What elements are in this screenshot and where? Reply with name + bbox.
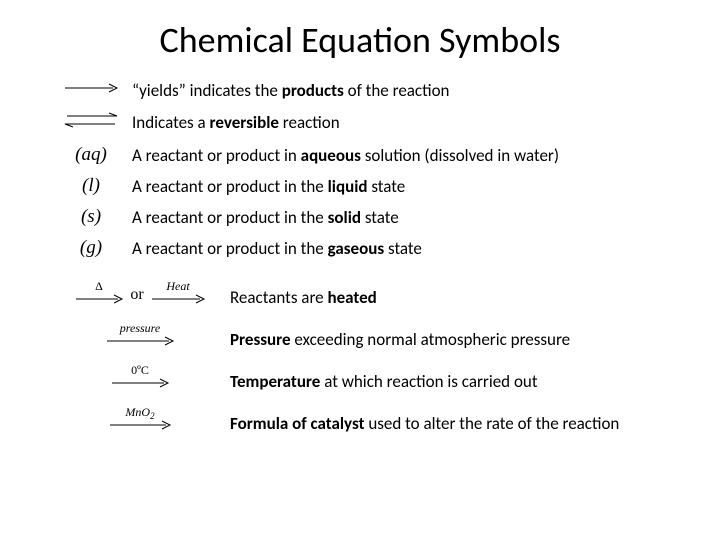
desc-cell: “yields” indicates the products of the r… [132, 80, 670, 101]
desc-cell: A reactant or product in the liquid stat… [132, 176, 670, 197]
symbol-row: (s)A reactant or product in the solid st… [50, 206, 670, 228]
desc-cell: A reactant or product in the gaseous sta… [132, 238, 670, 259]
symbol-cell: Δ or Heat [50, 281, 230, 314]
symbol-cell [50, 80, 132, 101]
symbol-row: (l)A reactant or product in the liquid s… [50, 175, 670, 197]
symbol-cell: (aq) [50, 144, 132, 166]
symbol-table-1: “yields” indicates the products of the r… [50, 80, 670, 259]
symbol-cell: (l) [50, 175, 132, 197]
symbol-row: (g)A reactant or product in the gaseous … [50, 237, 670, 259]
symbol-cell [50, 110, 132, 135]
desc-cell: Temperature at which reaction is carried… [230, 371, 670, 392]
svg-text:pressure: pressure [119, 321, 161, 335]
symbol-row: MnO2 Formula of catalyst used to alter t… [50, 407, 670, 440]
symbol-cell: 0ºC [50, 365, 230, 398]
svg-text:Heat: Heat [165, 279, 190, 293]
symbol-row: Indicates a reversible reaction [50, 110, 670, 135]
desc-cell: Reactants are heated [230, 287, 670, 308]
desc-cell: Indicates a reversible reaction [132, 112, 670, 133]
symbol-row: (aq)A reactant or product in aqueous sol… [50, 144, 670, 166]
symbol-table-2: Δ or Heat Reactants are heated pressure … [50, 281, 670, 440]
symbol-cell: pressure [50, 323, 230, 356]
symbol-row: 0ºC Temperature at which reaction is car… [50, 365, 670, 398]
symbol-cell: (s) [50, 206, 132, 228]
symbol-row: “yields” indicates the products of the r… [50, 80, 670, 101]
symbol-cell: MnO2 [50, 407, 230, 440]
svg-text:Δ: Δ [95, 279, 103, 293]
desc-cell: Formula of catalyst used to alter the ra… [230, 413, 670, 434]
svg-text:0ºC: 0ºC [131, 363, 149, 377]
desc-cell: A reactant or product in aqueous solutio… [132, 145, 670, 166]
symbol-row: pressure Pressure exceeding normal atmos… [50, 323, 670, 356]
symbol-cell: (g) [50, 237, 132, 259]
desc-cell: A reactant or product in the solid state [132, 207, 670, 228]
symbol-row: Δ or Heat Reactants are heated [50, 281, 670, 314]
desc-cell: Pressure exceeding normal atmospheric pr… [230, 329, 670, 350]
slide-title: Chemical Equation Symbols [50, 18, 670, 62]
svg-text:MnO2: MnO2 [124, 405, 155, 421]
